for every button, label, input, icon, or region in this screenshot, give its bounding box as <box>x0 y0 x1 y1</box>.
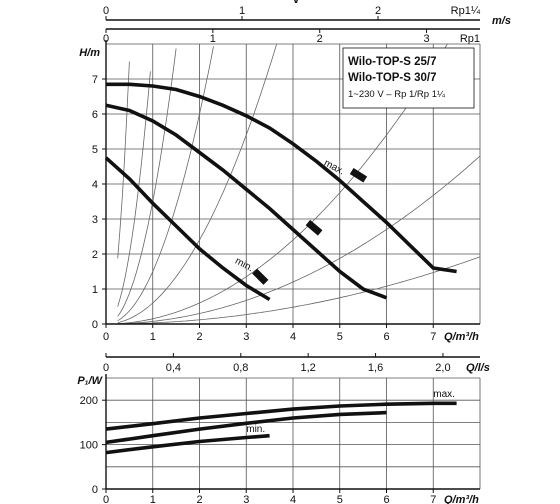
legend-box: Wilo-TOP-S 25/7 Wilo-TOP-S 30/7 1~230 V … <box>342 47 475 109</box>
legend-subtitle: 1~230 V – Rp 1/Rp 1¼ <box>348 89 446 100</box>
head-curve <box>104 156 271 302</box>
power-y-tick-label: 100 <box>80 440 98 452</box>
flow-ls-tick-label: 0 <box>103 362 109 374</box>
head-x-tick-label: 0 <box>103 331 109 343</box>
power-curve <box>105 410 387 445</box>
head-y-tick-label: 3 <box>92 214 98 226</box>
power-curve <box>105 433 270 455</box>
power-x-tick-label: 2 <box>196 494 202 504</box>
system-curve <box>117 43 448 325</box>
head-y-tick-label: 7 <box>92 74 98 86</box>
power-x-tick-label: 7 <box>430 494 436 504</box>
rp114-tick-label: 1 <box>239 5 245 17</box>
flow-ls-unit-label: Q/l/s <box>466 362 490 374</box>
head-x-tick-label: 5 <box>337 331 343 343</box>
rp1-end-label: Rp1 <box>460 33 480 45</box>
head-curve <box>105 103 388 300</box>
power-y-tick-label: 200 <box>80 395 98 407</box>
flow-ls-tick-label: 0,8 <box>233 362 248 374</box>
power-x-axis-label: Q/m³/h <box>444 494 479 504</box>
head-y-tick-label: 5 <box>92 144 98 156</box>
head-y-tick-label: 6 <box>92 109 98 121</box>
system-curve <box>117 48 177 317</box>
power-x-tick-label: 0 <box>103 494 109 504</box>
power-curve <box>105 401 457 431</box>
power-y-tick-label: 0 <box>92 484 98 496</box>
system-curve <box>117 46 214 322</box>
power-y-axis-label: P₁/W <box>77 375 103 387</box>
velocity-unit-label: m/s <box>492 15 511 27</box>
rp1-tick-label: 3 <box>424 33 430 45</box>
head-y-axis-label: H/m <box>79 47 100 59</box>
system-curve <box>117 256 481 325</box>
mid-speed-marker <box>305 219 323 236</box>
system-curve <box>117 71 151 307</box>
head-x-tick-label: 3 <box>243 331 249 343</box>
head-x-tick-label: 2 <box>196 331 202 343</box>
rp1-tick-label: 2 <box>317 33 323 45</box>
head-y-tick-label: 1 <box>92 284 98 296</box>
flow-ls-tick-label: 1,6 <box>368 362 383 374</box>
flow-ls-tick-label: 0,4 <box>166 362 181 374</box>
system-curve <box>117 155 481 325</box>
head-curve <box>106 82 457 274</box>
max-speed-marker <box>349 168 368 183</box>
power-x-tick-label: 5 <box>337 494 343 504</box>
rp114-tick-label: 0 <box>103 5 109 17</box>
velocity-axes: 0 1 2 v Rp1¼ m/s 0 1 2 3 Rp1 <box>103 0 511 45</box>
power-min-annotation: min. <box>246 424 265 435</box>
head-x-tick-label: 4 <box>290 331 296 343</box>
head-y-tick-label: 2 <box>92 249 98 261</box>
flow-ls-axis: 0 0,4 0,8 1,2 1,6 2,0 Q/l/s <box>103 353 490 374</box>
rp114-tick-label: 2 <box>375 5 381 17</box>
power-max-annotation: max. <box>433 389 455 400</box>
flow-ls-tick-label: 1,2 <box>301 362 316 374</box>
head-y-tick-label: 4 <box>92 179 98 191</box>
power-x-tick-label: 6 <box>383 494 389 504</box>
rp114-end-label: Rp1¼ <box>451 5 481 17</box>
min-annotation: min. <box>233 256 255 275</box>
min-speed-marker <box>252 268 269 285</box>
head-x-tick-label: 7 <box>430 331 436 343</box>
head-x-tick-label: 6 <box>383 331 389 343</box>
system-curve <box>117 61 130 259</box>
power-x-tick-label: 4 <box>290 494 296 504</box>
head-x-axis-label: Q/m³/h <box>444 331 479 343</box>
velocity-axis-label: v <box>293 0 300 6</box>
legend-line-1: Wilo-TOP-S 25/7 <box>348 56 437 68</box>
flow-ls-tick-label: 2,0 <box>435 362 450 374</box>
head-x-tick-label: 1 <box>150 331 156 343</box>
power-x-tick-label: 1 <box>150 494 156 504</box>
rp1-tick-label: 0 <box>103 33 109 45</box>
head-y-tick-label: 0 <box>92 319 98 331</box>
power-curve-plot: 0 100 200 0 1 2 3 4 5 6 7 P₁/W Q/m³/h max. min. <box>77 374 481 504</box>
power-x-tick-label: 3 <box>243 494 249 504</box>
legend-line-2: Wilo-TOP-S 30/7 <box>348 72 437 84</box>
rp1-tick-label: 1 <box>210 33 216 45</box>
